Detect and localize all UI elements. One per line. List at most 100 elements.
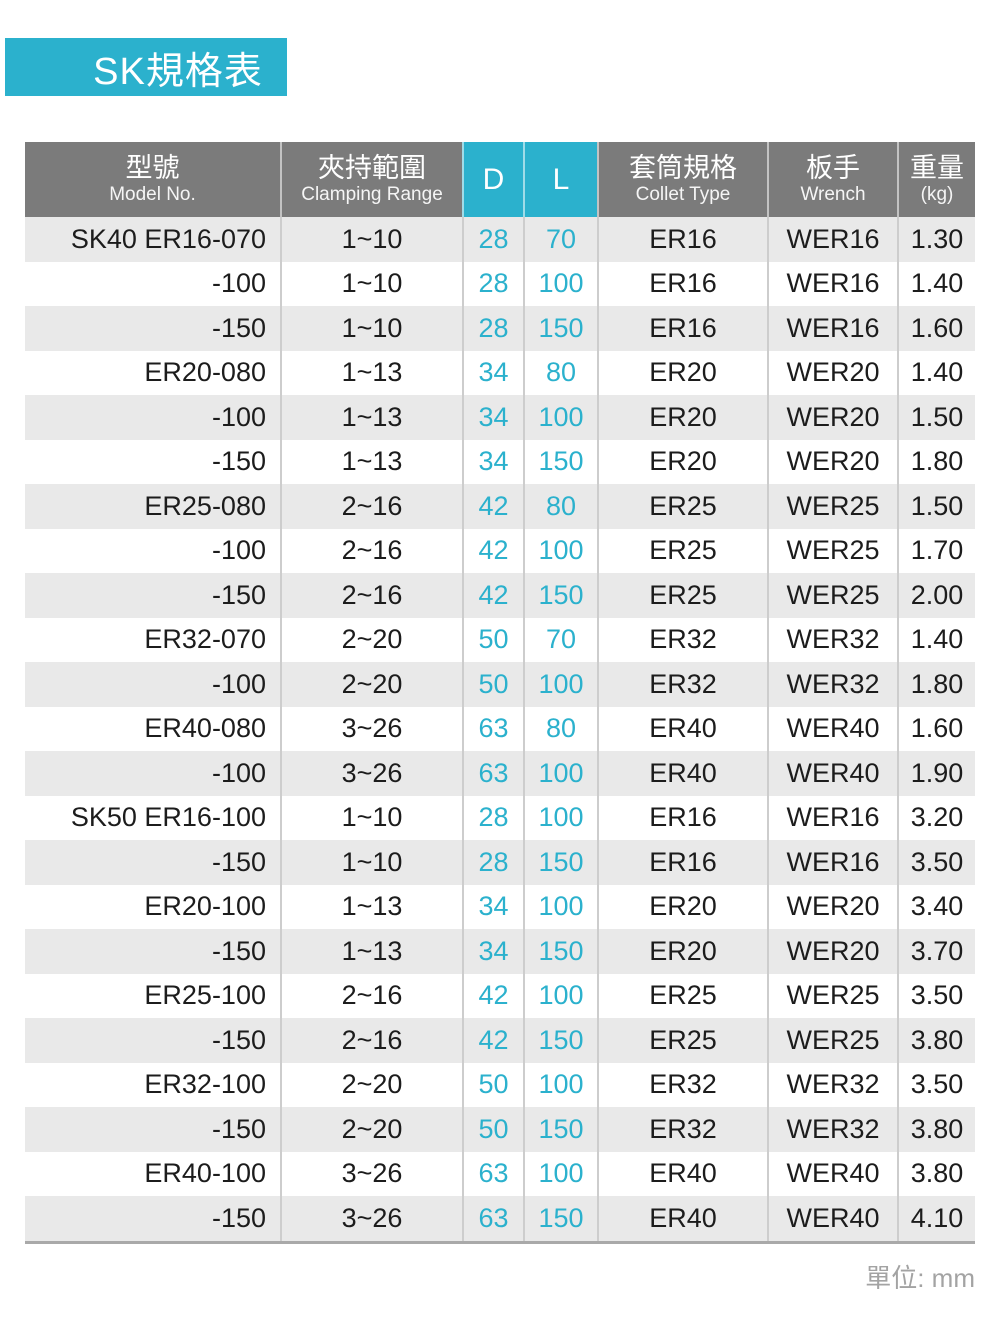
- cell-weight: 3.80: [897, 1151, 975, 1196]
- table-header: 型號 Model No. 夾持範圍 Clamping Range D L 套筒規格 Colle…: [25, 142, 975, 217]
- cell-wrench: WER20: [767, 439, 897, 484]
- cell-model: -150: [211, 935, 266, 966]
- cell-model: -150: [211, 1202, 266, 1233]
- cell-weight: 3.40: [897, 884, 975, 929]
- cell-wrench: WER25: [767, 528, 897, 573]
- cell-d: 63: [462, 751, 523, 796]
- cell-l: 100: [523, 751, 597, 796]
- cell-model: ER25-100: [144, 980, 266, 1011]
- cell-d: 34: [462, 884, 523, 929]
- header-label-zh: 套筒規格: [629, 153, 737, 183]
- header-label-en: Model No.: [109, 184, 196, 205]
- table-row: -100 2~20 50 100 ER32 WER32 1.80: [25, 662, 975, 707]
- table-row: ER32-100 2~20 50 100 ER32 WER32 3.50: [25, 1062, 975, 1107]
- cell-l: 150: [523, 573, 597, 618]
- cell-model: ER25-080: [144, 490, 266, 521]
- cell-l: 70: [523, 617, 597, 662]
- cell-range: 2~16: [280, 573, 462, 618]
- cell-d: 34: [462, 929, 523, 974]
- cell-l: 150: [523, 1107, 597, 1152]
- cell-weight: 4.10: [897, 1196, 975, 1241]
- cell-collet: ER20: [597, 439, 767, 484]
- cell-wrench: WER25: [767, 973, 897, 1018]
- table-row: ER40-080 3~26 63 80 ER40 WER40 1.60: [25, 706, 975, 751]
- cell-range: 2~20: [280, 1062, 462, 1107]
- header-label-en: Wrench: [800, 184, 866, 205]
- cell-weight: 1.50: [897, 484, 975, 529]
- cell-range: 1~10: [280, 840, 462, 885]
- cell-l: 100: [523, 395, 597, 440]
- cell-weight: 2.00: [897, 573, 975, 618]
- cell-l: 100: [523, 795, 597, 840]
- cell-l: 150: [523, 840, 597, 885]
- table-row: SK40 ER16-070 1~10 28 70 ER16 WER16 1.30: [25, 217, 975, 262]
- cell-collet: ER32: [597, 617, 767, 662]
- cell-d: 34: [462, 350, 523, 395]
- header-label-zh: 型號: [125, 153, 180, 183]
- cell-d: 50: [462, 1062, 523, 1107]
- table-row: SK50 ER16-100 1~10 28 100 ER16 WER16 3.20: [25, 795, 975, 840]
- header-cell-collet: 套筒規格 Collet Type: [597, 142, 767, 217]
- table-row: -150 2~16 42 150 ER25 WER25 2.00: [25, 573, 975, 618]
- cell-l: 150: [523, 439, 597, 484]
- cell-collet: ER40: [597, 1196, 767, 1241]
- cell-wrench: WER32: [767, 1107, 897, 1152]
- cell-d: 28: [462, 306, 523, 351]
- cell-range: 1~10: [280, 261, 462, 306]
- cell-range: 1~13: [280, 395, 462, 440]
- cell-range: 2~16: [280, 973, 462, 1018]
- cell-wrench: WER32: [767, 617, 897, 662]
- cell-d: 42: [462, 484, 523, 529]
- table-row: -150 1~10 28 150 ER16 WER16 1.60: [25, 306, 975, 351]
- cell-l: 150: [523, 306, 597, 351]
- cell-range: 1~10: [280, 306, 462, 351]
- cell-collet: ER16: [597, 261, 767, 306]
- cell-collet: ER40: [597, 751, 767, 796]
- cell-wrench: WER20: [767, 395, 897, 440]
- cell-d: 50: [462, 617, 523, 662]
- page-title: SK規格表: [93, 50, 263, 93]
- cell-model: -150: [211, 446, 266, 477]
- cell-wrench: WER16: [767, 261, 897, 306]
- header-label-en: Collet Type: [635, 184, 731, 205]
- cell-collet: ER32: [597, 1062, 767, 1107]
- cell-l: 100: [523, 528, 597, 573]
- table-row: ER25-100 2~16 42 100 ER25 WER25 3.50: [25, 973, 975, 1018]
- cell-collet: ER20: [597, 884, 767, 929]
- cell-weight: 1.70: [897, 528, 975, 573]
- cell-model: SK40 ER16-070: [70, 223, 266, 254]
- cell-d: 28: [462, 217, 523, 262]
- header-cell-wrench: 板手 Wrench: [767, 142, 897, 217]
- cell-l: 100: [523, 662, 597, 707]
- cell-range: 2~20: [280, 1107, 462, 1152]
- cell-collet: ER40: [597, 1151, 767, 1196]
- cell-weight: 1.50: [897, 395, 975, 440]
- cell-collet: ER32: [597, 1107, 767, 1152]
- cell-range: 2~16: [280, 1018, 462, 1063]
- cell-model: -100: [211, 401, 266, 432]
- cell-weight: 1.40: [897, 617, 975, 662]
- table-row: ER20-080 1~13 34 80 ER20 WER20 1.40: [25, 350, 975, 395]
- header-cell-d: D: [462, 142, 523, 217]
- cell-wrench: WER16: [767, 795, 897, 840]
- cell-weight: 1.60: [897, 306, 975, 351]
- cell-range: 2~16: [280, 528, 462, 573]
- cell-range: 1~13: [280, 884, 462, 929]
- cell-range: 1~13: [280, 439, 462, 484]
- cell-collet: ER20: [597, 395, 767, 440]
- cell-weight: 1.90: [897, 751, 975, 796]
- cell-collet: ER16: [597, 840, 767, 885]
- cell-d: 42: [462, 573, 523, 618]
- header-cell-weight: 重量 (kg): [897, 142, 975, 217]
- cell-l: 150: [523, 929, 597, 974]
- cell-collet: ER25: [597, 528, 767, 573]
- cell-d: 50: [462, 1107, 523, 1152]
- cell-d: 63: [462, 706, 523, 751]
- cell-model: -100: [211, 668, 266, 699]
- cell-wrench: WER40: [767, 706, 897, 751]
- cell-collet: ER40: [597, 706, 767, 751]
- cell-wrench: WER16: [767, 840, 897, 885]
- cell-collet: ER16: [597, 306, 767, 351]
- table-row: -150 2~16 42 150 ER25 WER25 3.80: [25, 1018, 975, 1063]
